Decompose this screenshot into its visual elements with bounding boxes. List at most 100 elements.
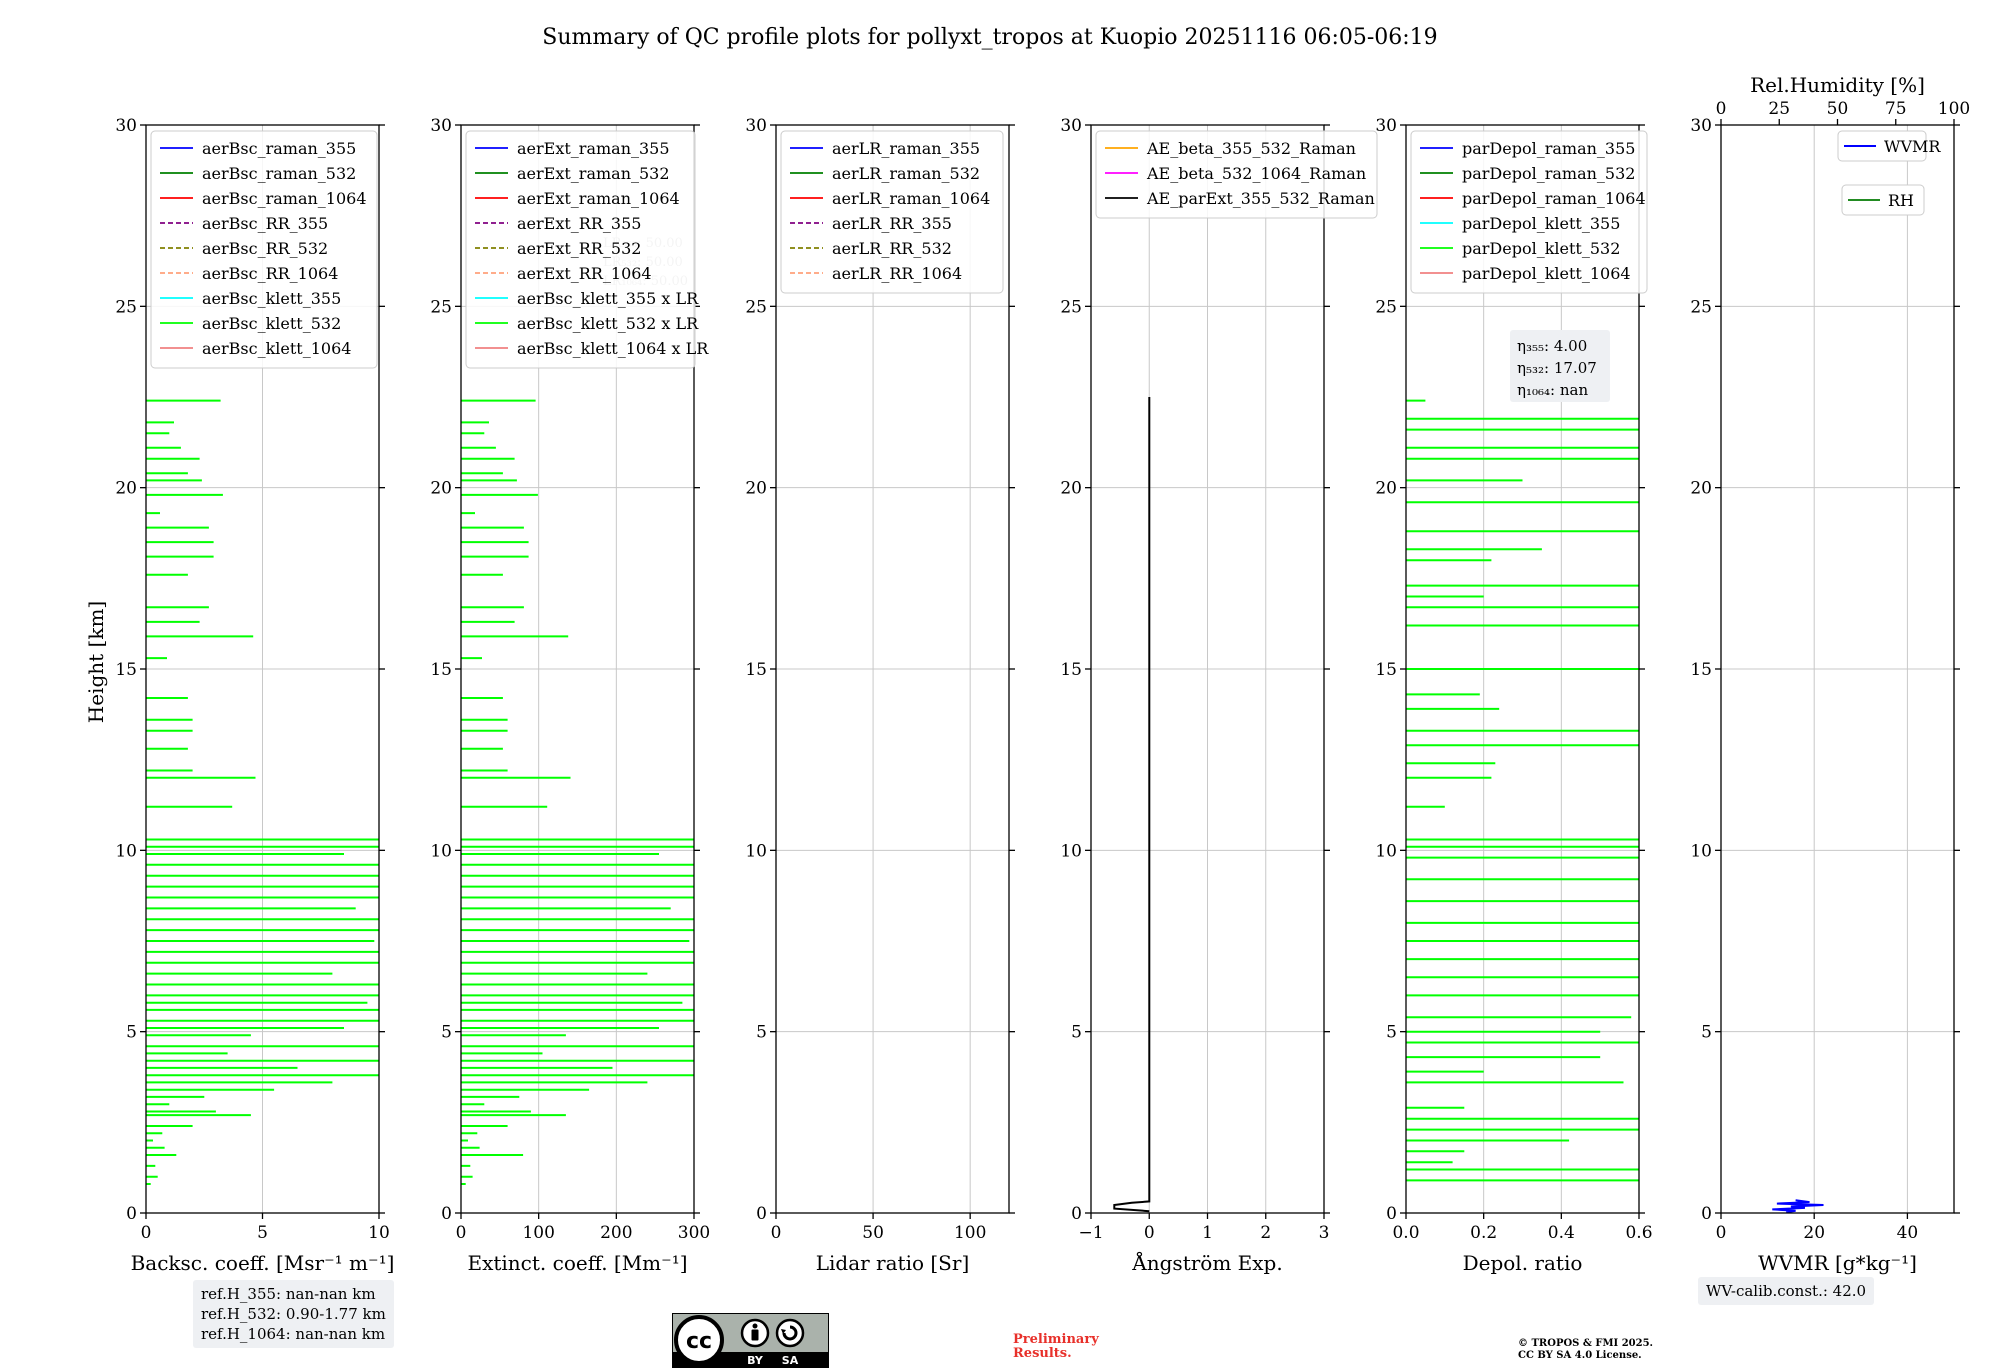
legend-label: aerBsc_RR_1064 <box>202 264 338 283</box>
ref-height-355: ref.H_355: nan-nan km <box>201 1285 376 1303</box>
preliminary-line-2: Results. <box>1013 1346 1072 1361</box>
legend-label: WVMR <box>1884 137 1941 156</box>
x-tick-label: 0.4 <box>1548 1223 1575 1243</box>
preliminary-line-1: Preliminary <box>1013 1332 1099 1347</box>
legend-label: aerLR_RR_1064 <box>832 264 962 283</box>
x-tick-label: 100 <box>954 1223 986 1243</box>
legend-label: aerExt_raman_1064 <box>517 189 680 208</box>
top-x-axis-label: Rel.Humidity [%] <box>1750 73 1925 97</box>
legend-label: aerBsc_RR_355 <box>202 214 328 233</box>
y-tick-label: 0 <box>756 1204 767 1224</box>
legend-label: aerBsc_klett_355 x LR <box>517 289 699 308</box>
y-tick-label: 5 <box>441 1023 452 1043</box>
y-tick-label: 10 <box>1375 841 1397 861</box>
x-tick-label: 2 <box>1260 1223 1271 1243</box>
legend-label: aerBsc_raman_355 <box>202 139 356 158</box>
y-tick-label: 25 <box>745 297 767 317</box>
legend-label: AE_beta_355_532_Raman <box>1146 139 1356 158</box>
y-tick-label: 25 <box>1690 297 1712 317</box>
y-tick-label: 30 <box>1060 116 1082 136</box>
legend-label: aerBsc_klett_1064 <box>202 339 351 358</box>
legend-label: aerBsc_klett_355 <box>202 289 341 308</box>
eta-box <box>1510 330 1610 402</box>
y-tick-label: 0 <box>1386 1204 1397 1224</box>
legend-label: aerLR_raman_1064 <box>832 189 990 208</box>
cc-sa-label: SA <box>782 1354 799 1367</box>
x-tick-label: 200 <box>600 1223 632 1243</box>
legend-label: aerExt_raman_532 <box>517 164 670 183</box>
preliminary-results-note: Preliminary Results. <box>1013 1333 1099 1361</box>
y-tick-label: 10 <box>1690 841 1712 861</box>
x-tick-label: 0 <box>1144 1223 1155 1243</box>
eta-annotation: η₃₅₅: 4.00 <box>1517 337 1587 355</box>
legend-label: aerExt_RR_1064 <box>517 264 652 283</box>
legend-label: parDepol_klett_355 <box>1462 214 1620 233</box>
x-tick-label: 100 <box>522 1223 554 1243</box>
ref-height-1064: ref.H_1064: nan-nan km <box>201 1325 386 1343</box>
x-tick-label: 0 <box>1716 1223 1727 1243</box>
x-tick-label: 0.2 <box>1470 1223 1497 1243</box>
legend-label: AE_beta_532_1064_Raman <box>1146 164 1366 183</box>
x-tick-label: 0.6 <box>1625 1223 1652 1243</box>
legend-label: parDepol_klett_1064 <box>1462 264 1631 283</box>
y-tick-label: 30 <box>115 116 137 136</box>
legend-label: AE_parExt_355_532_Raman <box>1146 189 1375 208</box>
y-tick-label: 10 <box>745 841 767 861</box>
legend-label: aerLR_RR_355 <box>832 214 952 233</box>
x-tick-label: 300 <box>678 1223 710 1243</box>
x-tick-label: 0.0 <box>1392 1223 1419 1243</box>
panel-depol: 0 5 10 15 20 25 30 0.0 0.2 0.4 0.6 Depol. ratio η₃₅₅… <box>1375 116 1652 1275</box>
legend-box <box>1095 130 1378 219</box>
legend-box <box>1410 130 1648 294</box>
x-tick-label: 50 <box>862 1223 884 1243</box>
series-line-AE_parExt_355_532_Raman <box>1113 397 1151 1213</box>
legend-label: parDepol_raman_355 <box>1462 139 1635 158</box>
x-tick-label: −1 <box>1078 1223 1103 1243</box>
x-axis-label: WVMR [g*kg⁻¹] <box>1758 1251 1917 1275</box>
y-tick-label: 25 <box>430 297 452 317</box>
legend-label: parDepol_raman_1064 <box>1462 189 1646 208</box>
legend-label: aerBsc_klett_1064 x LR <box>517 339 709 358</box>
x-tick-label: 0 <box>456 1223 467 1243</box>
y-tick-label: 15 <box>1690 660 1712 680</box>
legend-label: aerBsc_RR_532 <box>202 239 328 258</box>
cc-by-label: BY <box>747 1354 764 1367</box>
y-tick-label: 30 <box>1690 116 1712 136</box>
eta-annotation: η₅₃₂: 17.07 <box>1517 359 1597 377</box>
eta-annotation: η₁₀₆₄: nan <box>1517 381 1588 399</box>
top-x-tick-label: 0 <box>1716 99 1727 119</box>
legend-label: aerBsc_klett_532 <box>202 314 341 333</box>
y-tick-label: 15 <box>115 660 137 680</box>
legend-label: aerExt_raman_355 <box>517 139 670 158</box>
y-tick-label: 30 <box>1375 116 1397 136</box>
ref-height-532: ref.H_532: 0.90-1.77 km <box>201 1305 386 1323</box>
y-tick-label: 0 <box>126 1204 137 1224</box>
legend-label: aerLR_raman_355 <box>832 139 980 158</box>
y-tick-label: 20 <box>115 479 137 499</box>
cc-letters-icon: cc <box>686 1329 712 1354</box>
wv-calibration-text: WV-calib.const.: 42.0 <box>1706 1282 1867 1300</box>
y-tick-label: 20 <box>1690 479 1712 499</box>
y-tick-label: 0 <box>1701 1204 1712 1224</box>
y-tick-label: 30 <box>745 116 767 136</box>
y-tick-label: 5 <box>1071 1023 1082 1043</box>
x-tick-label: 0 <box>141 1223 152 1243</box>
x-tick-label: 3 <box>1319 1223 1330 1243</box>
legend-box <box>1841 184 1925 216</box>
legend-box <box>150 130 378 369</box>
y-tick-label: 15 <box>430 660 452 680</box>
y-tick-label: 0 <box>1071 1204 1082 1224</box>
x-tick-label: 5 <box>257 1223 268 1243</box>
series-line-parDepol_klett_532 <box>1406 399 1639 1182</box>
legend-label: parDepol_klett_532 <box>1462 239 1620 258</box>
y-tick-label: 10 <box>1060 841 1082 861</box>
y-tick-label: 5 <box>756 1023 767 1043</box>
legend-label: aerExt_RR_532 <box>517 239 641 258</box>
copyright-notice: © TROPOS & FMI 2025. CC BY SA 4.0 Licens… <box>1518 1338 1653 1362</box>
y-tick-label: 20 <box>430 479 452 499</box>
y-axis-label: Height [km] <box>84 601 108 723</box>
legend-box <box>465 130 696 369</box>
series-line-WVMR <box>1772 1199 1824 1214</box>
x-axis-label: Lidar ratio [Sr] <box>816 1251 970 1275</box>
